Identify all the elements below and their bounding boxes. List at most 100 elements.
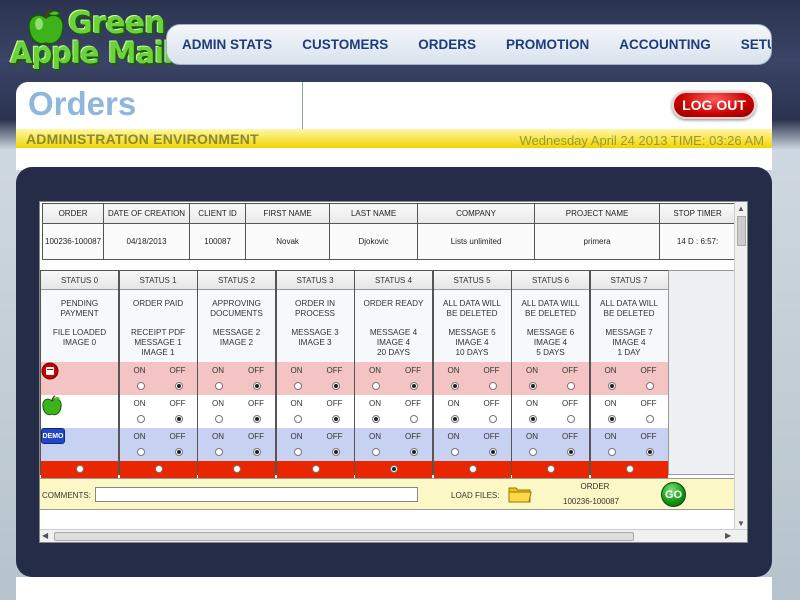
nav-accounting[interactable]: ACCOUNTING bbox=[619, 37, 711, 52]
off-label: OFF bbox=[640, 399, 657, 408]
on-radio[interactable] bbox=[372, 448, 380, 456]
status-select-radio[interactable] bbox=[468, 465, 477, 473]
toggle-row: ON OFF bbox=[276, 362, 354, 395]
on-radio[interactable] bbox=[529, 415, 537, 423]
off-radio[interactable] bbox=[174, 415, 183, 423]
on-radio[interactable] bbox=[293, 382, 302, 390]
off-radio[interactable] bbox=[410, 382, 418, 390]
on-radio[interactable] bbox=[136, 448, 145, 456]
toggle-row: ON OFF bbox=[119, 428, 197, 461]
off-radio[interactable] bbox=[567, 382, 575, 390]
status-select-row bbox=[276, 461, 354, 478]
demo-folder-icon[interactable]: DEMO bbox=[41, 428, 118, 461]
order-table-header: ORDER DATE OF CREATION CLIENT ID FIRST N… bbox=[41, 203, 737, 224]
logout-button[interactable]: LOG OUT bbox=[672, 91, 756, 119]
on-radio[interactable] bbox=[215, 382, 223, 390]
on-radio[interactable] bbox=[136, 382, 145, 390]
status-column: STATUS 6 ALL DATA WILL BE DELETED MESSAGE 6… bbox=[511, 270, 590, 478]
spacer bbox=[434, 319, 511, 328]
nav-customers[interactable]: CUSTOMERS bbox=[302, 37, 389, 52]
status-text-line: MESSAGE 7 bbox=[605, 328, 653, 337]
scroll-left-icon[interactable]: ◀ bbox=[42, 531, 49, 540]
horizontal-scrollbar[interactable]: ◀ ▶ bbox=[40, 529, 747, 542]
on-radio[interactable] bbox=[607, 448, 616, 456]
green-apple-icon[interactable] bbox=[41, 395, 118, 428]
toggle-row: ON OFF bbox=[590, 362, 668, 395]
nav-orders[interactable]: ORDERS bbox=[418, 37, 477, 52]
off-radio[interactable] bbox=[331, 448, 340, 456]
off-radio[interactable] bbox=[331, 415, 340, 423]
on-radio[interactable] bbox=[136, 415, 145, 423]
scroll-up-icon[interactable]: ▲ bbox=[737, 204, 745, 213]
off-radio[interactable] bbox=[331, 382, 340, 390]
cell-project-name: primera bbox=[534, 223, 661, 260]
vertical-scrollbar[interactable]: ▲ ▼ bbox=[734, 202, 747, 530]
status-select-radio[interactable] bbox=[154, 465, 163, 473]
scroll-right-icon[interactable]: ▶ bbox=[725, 531, 732, 540]
off-radio[interactable] bbox=[645, 382, 654, 390]
on-radio[interactable] bbox=[529, 382, 537, 390]
off-radio[interactable] bbox=[253, 415, 261, 423]
on-radio[interactable] bbox=[372, 382, 380, 390]
comments-input[interactable] bbox=[95, 487, 418, 502]
status-select-radio[interactable] bbox=[625, 465, 634, 473]
on-radio[interactable] bbox=[450, 415, 459, 423]
status-grid: STATUS 0 PENDING PAYMENT FILE LOADED IMAGE 0… bbox=[40, 270, 736, 478]
on-radio[interactable] bbox=[450, 382, 459, 390]
off-radio[interactable] bbox=[488, 382, 497, 390]
nav-admin-stats[interactable]: ADMIN STATS bbox=[182, 37, 273, 52]
off-radio[interactable] bbox=[253, 382, 261, 390]
off-radio[interactable] bbox=[645, 448, 654, 456]
toggle-row: ON OFF bbox=[198, 395, 275, 428]
status-text-line bbox=[355, 309, 432, 319]
trash-bucket-icon[interactable] bbox=[41, 362, 118, 395]
off-radio[interactable] bbox=[645, 415, 654, 423]
table-row[interactable]: 100236-100087 04/18/2013 100087 Novak Dj… bbox=[41, 223, 737, 260]
off-label: OFF bbox=[248, 432, 264, 441]
vertical-scroll-thumb[interactable] bbox=[737, 216, 746, 246]
off-radio[interactable] bbox=[410, 448, 418, 456]
toggle-row: ON OFF bbox=[590, 395, 668, 428]
off-radio[interactable] bbox=[410, 415, 418, 423]
on-radio[interactable] bbox=[372, 415, 380, 423]
off-radio[interactable] bbox=[174, 448, 183, 456]
off-radio[interactable] bbox=[567, 415, 575, 423]
comments-label: COMMENTS: bbox=[42, 491, 91, 500]
on-radio[interactable] bbox=[215, 415, 223, 423]
status-text-line: PROCESS bbox=[294, 309, 336, 318]
datetime-label: Wednesday April 24 2013 TIME: 03:26 AM bbox=[519, 133, 765, 148]
nav-promotion[interactable]: PROMOTION bbox=[506, 37, 590, 52]
on-radio[interactable] bbox=[450, 448, 459, 456]
spacer bbox=[591, 319, 668, 328]
status-select-radio[interactable] bbox=[390, 465, 398, 473]
go-button[interactable]: GO bbox=[661, 482, 686, 507]
off-radio[interactable] bbox=[488, 415, 497, 423]
folder-icon[interactable] bbox=[508, 485, 532, 503]
off-label: OFF bbox=[562, 399, 578, 408]
on-label: ON bbox=[290, 399, 303, 408]
scroll-down-icon[interactable]: ▼ bbox=[737, 519, 745, 528]
status-select-row bbox=[590, 461, 668, 478]
on-radio[interactable] bbox=[293, 415, 302, 423]
on-radio[interactable] bbox=[215, 448, 223, 456]
status-text-line: BE DELETED bbox=[446, 309, 498, 318]
off-radio[interactable] bbox=[253, 448, 261, 456]
nav-setup[interactable]: SETUP bbox=[740, 37, 771, 52]
on-radio[interactable] bbox=[607, 415, 616, 423]
off-radio[interactable] bbox=[488, 448, 497, 456]
status-select-radio[interactable] bbox=[233, 465, 241, 473]
off-label: OFF bbox=[326, 432, 343, 441]
status-select-radio[interactable] bbox=[547, 465, 555, 473]
on-radio[interactable] bbox=[529, 448, 537, 456]
horizontal-scroll-thumb[interactable] bbox=[54, 532, 634, 541]
on-radio[interactable] bbox=[607, 382, 616, 390]
toggle-row: ON OFF bbox=[433, 395, 511, 428]
apple-logo-icon bbox=[28, 8, 64, 45]
status-select-radio[interactable] bbox=[76, 465, 84, 473]
status-select-radio[interactable] bbox=[311, 465, 320, 473]
on-radio[interactable] bbox=[293, 448, 302, 456]
off-radio[interactable] bbox=[174, 382, 183, 390]
comments-bar: COMMENTS: LOAD FILES: ORDER 100236-10008… bbox=[40, 478, 736, 510]
off-radio[interactable] bbox=[567, 448, 575, 456]
status-header: STATUS 1 bbox=[119, 271, 197, 290]
